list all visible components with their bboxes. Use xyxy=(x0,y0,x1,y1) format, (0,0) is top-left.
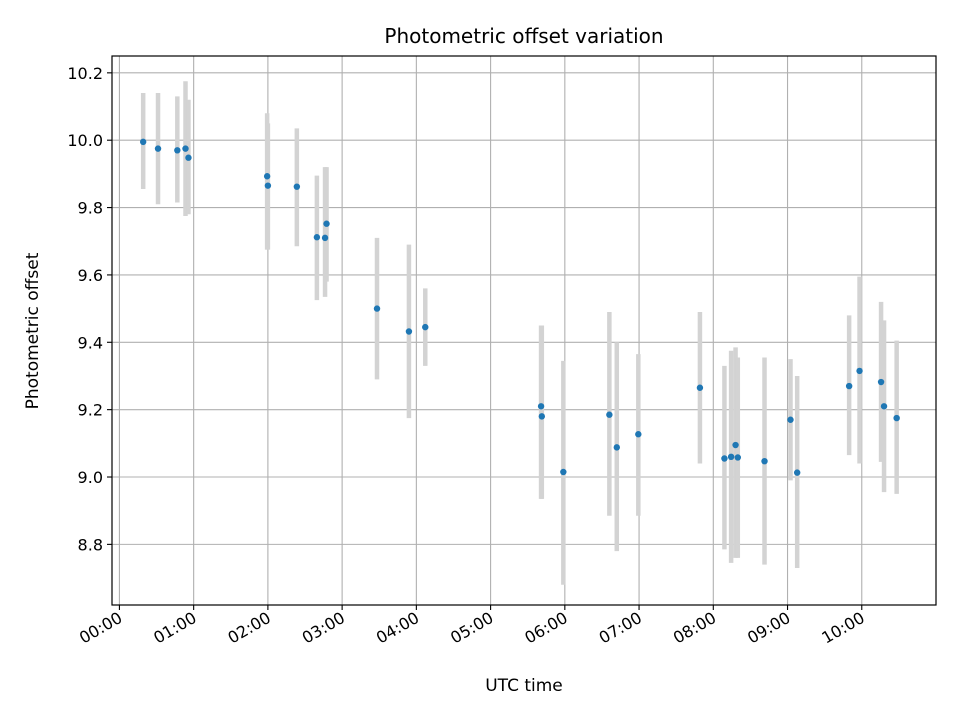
data-point xyxy=(613,444,620,451)
y-tick-label: 10.2 xyxy=(67,64,103,83)
y-tick-label: 10.0 xyxy=(67,131,103,150)
data-point xyxy=(845,382,853,390)
data-point xyxy=(721,455,728,462)
data-point xyxy=(734,454,741,461)
data-point xyxy=(793,469,801,476)
data-point xyxy=(313,234,321,241)
data-point xyxy=(174,147,181,154)
data-point xyxy=(373,305,381,312)
data-point xyxy=(727,453,735,461)
plot-area-frame xyxy=(111,55,937,606)
data-point xyxy=(856,367,863,375)
data-point xyxy=(182,145,189,152)
data-point xyxy=(293,183,301,190)
data-point xyxy=(422,323,429,331)
y-axis-ticks: 8.8 9.0 9.2 9.4 9.6 9.8 10.0 10.2 xyxy=(67,64,112,554)
data-point xyxy=(696,384,704,391)
data-point xyxy=(323,220,330,227)
data-point xyxy=(537,403,545,410)
y-tick-label: 9.8 xyxy=(78,199,103,218)
data-point xyxy=(893,414,900,422)
data-point xyxy=(321,234,329,242)
y-tick-label: 8.8 xyxy=(78,535,103,554)
y-tick-label: 9.0 xyxy=(78,468,103,487)
data-point xyxy=(787,416,794,423)
data-point xyxy=(606,411,613,418)
data-point xyxy=(185,154,192,161)
data-point xyxy=(635,431,642,438)
data-point xyxy=(732,441,739,449)
data-point xyxy=(139,138,147,146)
data-points xyxy=(139,138,900,476)
y-tick-label: 9.4 xyxy=(78,333,103,352)
chart-title: Photometric offset variation xyxy=(384,24,663,48)
y-tick-label: 9.2 xyxy=(78,401,103,420)
data-point xyxy=(405,328,413,335)
x-axis-label: UTC time xyxy=(485,676,563,696)
y-axis-label: Photometric offset xyxy=(23,252,43,409)
data-point xyxy=(263,173,271,180)
data-point xyxy=(880,403,888,410)
data-point xyxy=(154,145,162,152)
data-point xyxy=(538,413,546,420)
data-point xyxy=(761,457,768,465)
data-point xyxy=(560,468,567,476)
data-point xyxy=(877,378,885,386)
y-tick-label: 9.6 xyxy=(78,266,103,285)
data-point xyxy=(264,182,272,189)
